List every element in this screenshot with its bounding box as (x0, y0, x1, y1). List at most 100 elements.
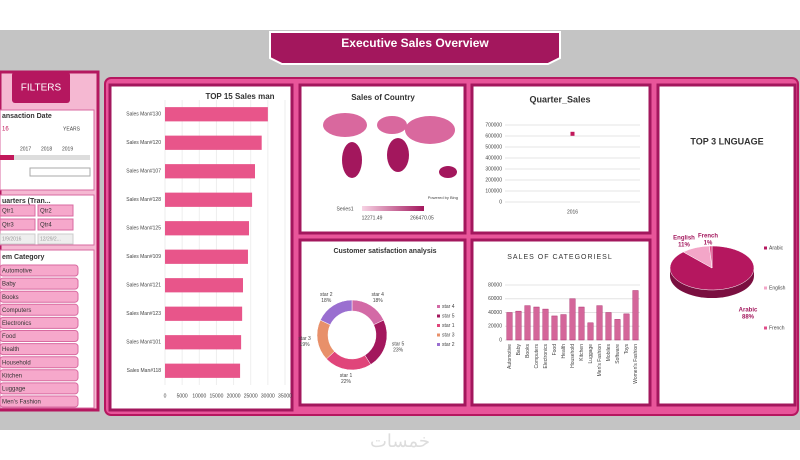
legend-swatch (764, 326, 767, 330)
legend-label: French (769, 325, 785, 331)
panel (108, 83, 294, 412)
y-tick-label: Sales Man#107 (126, 169, 161, 175)
slicer-item[interactable] (0, 233, 36, 245)
slicer-item[interactable] (0, 356, 79, 369)
bar (560, 314, 567, 341)
y-tick-label: 0 (499, 199, 502, 205)
bar (506, 312, 513, 341)
y-tick-label: Sales Man#109 (126, 254, 161, 260)
watermark: خمسات (370, 431, 430, 451)
x-tick-label: 15000 (209, 393, 223, 399)
slicer-item[interactable] (0, 277, 79, 290)
legend-title: Series1 (337, 206, 354, 212)
map-region (323, 113, 367, 137)
x-tick-label: Automotive (507, 344, 513, 369)
y-tick-label: Sales Man#123 (126, 311, 161, 317)
panel (470, 83, 652, 235)
slicer-item[interactable] (0, 316, 79, 329)
slicer-selected: 16 (2, 127, 9, 133)
legend-swatch (764, 246, 767, 250)
legend-min: 12271.49 (362, 215, 383, 221)
slicer-item[interactable] (0, 369, 79, 382)
chart-title: Customer satisfaction analysis (333, 248, 436, 255)
y-tick-label: 600000 (485, 133, 502, 139)
slicer-title: ansaction Date (2, 113, 52, 120)
legend-label: star 4 (442, 304, 455, 310)
y-tick-label: 60000 (488, 296, 502, 302)
bar (165, 192, 253, 207)
data-label: star 1 (340, 373, 353, 379)
year-label: 2017 (20, 146, 31, 152)
bar (596, 305, 603, 341)
x-tick-label: Books (525, 344, 531, 358)
slicer-item[interactable] (37, 204, 74, 217)
slicer-item-label: 12/29/2... (40, 236, 61, 242)
filter-button[interactable] (12, 72, 70, 103)
x-tick-label: 0 (164, 393, 167, 399)
bar (632, 290, 639, 341)
y-tick-label: 200000 (485, 177, 502, 183)
legend-label: star 5 (442, 313, 455, 319)
x-tick-label: Baby (516, 344, 522, 356)
x-tick-label: 2016 (567, 209, 578, 215)
y-tick-label: 40000 (488, 310, 502, 316)
slider-track[interactable] (0, 155, 90, 160)
slicer-item-label: Kitchen (2, 373, 22, 379)
slider-range[interactable] (0, 155, 14, 160)
x-tick-label: Software (615, 344, 621, 364)
data-label: English (673, 236, 695, 242)
slicer-item[interactable] (0, 395, 79, 408)
slicer-item-label: Food (2, 334, 16, 340)
bar (165, 221, 249, 236)
map-region (387, 138, 409, 172)
legend-swatch (437, 333, 440, 337)
data-label: star 2 (320, 292, 333, 298)
map-region (439, 166, 457, 178)
slicer-item-label: Men's Fashion (2, 400, 41, 406)
bar (623, 313, 630, 341)
slicer-item[interactable] (0, 382, 79, 395)
slicer-item-label: Health (2, 347, 19, 353)
bar (165, 135, 262, 150)
slider-select[interactable] (29, 167, 91, 177)
x-tick-label: 10000 (192, 393, 206, 399)
slicer-item[interactable] (0, 343, 79, 356)
legend-max: 266470.05 (410, 215, 434, 221)
slicer-item[interactable] (0, 218, 36, 231)
slicer-item-label: Qtr1 (2, 209, 14, 215)
bar (165, 278, 243, 293)
slicer-item-label: Household (2, 360, 31, 366)
y-tick-label: Sales Man#130 (126, 112, 161, 118)
map-region (377, 116, 407, 134)
y-tick-label: Sales Man#120 (126, 140, 161, 146)
slicer-item[interactable] (0, 290, 79, 303)
data-label: star 4 (371, 292, 384, 298)
slicer-item[interactable] (0, 330, 79, 342)
map-region (405, 116, 455, 144)
chart-title: SALES OF CATEGORIESL (507, 254, 612, 261)
y-tick-label: Sales Man#101 (126, 340, 161, 346)
slicer-unit[interactable]: YEARS (63, 126, 81, 132)
slicer-item-label: 1/9/2016 (2, 236, 22, 242)
legend-label: Arabic (769, 245, 784, 251)
bar (614, 319, 621, 341)
map-region (342, 142, 362, 178)
y-tick-label: 0 (499, 337, 502, 343)
slicer-item[interactable] (37, 218, 74, 231)
slicer-item[interactable] (0, 264, 79, 277)
x-tick-label: Toys (624, 344, 630, 355)
legend-swatch (437, 324, 440, 327)
slicer-item[interactable] (0, 204, 36, 217)
slicer-item[interactable] (0, 303, 79, 316)
slicer-item[interactable] (37, 233, 74, 245)
slicer-item-label: Automotive (2, 269, 33, 275)
slicer-item-label: Luggage (2, 386, 26, 392)
y-tick-label: Sales Man#125 (126, 226, 161, 232)
legend-gradient (362, 206, 424, 211)
bar (165, 363, 241, 378)
data-label: French (698, 234, 718, 240)
data-label: 1% (704, 241, 713, 247)
y-tick-label: 100000 (485, 188, 502, 194)
chart-title: Quarter_Sales (529, 94, 590, 104)
slicer-item-label: Qtr2 (40, 209, 52, 215)
